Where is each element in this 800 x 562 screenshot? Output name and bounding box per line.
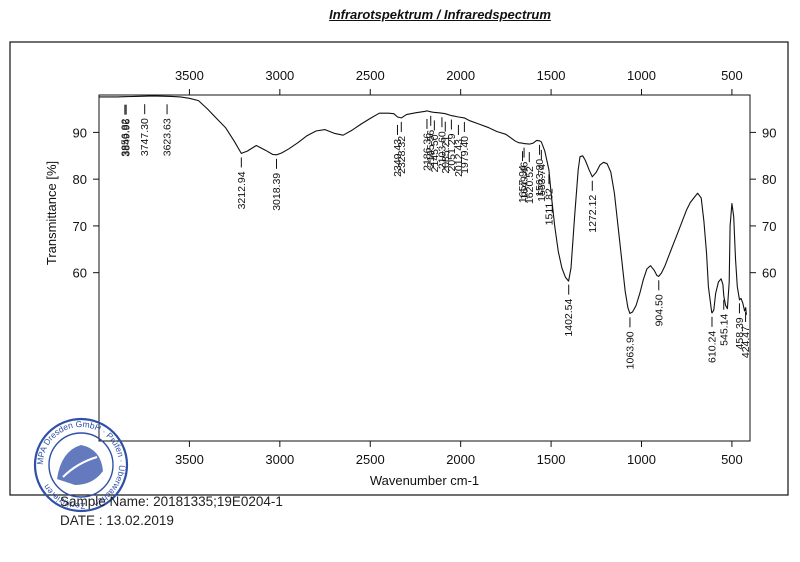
date-label: DATE : bbox=[60, 513, 103, 528]
x-tick-label-bottom: 2500 bbox=[356, 452, 385, 467]
date-line: DATE : 13.02.2019 bbox=[60, 511, 283, 530]
y-axis-title: Transmittance [%] bbox=[44, 161, 59, 265]
sample-name-value: 20181335;19E0204-1 bbox=[153, 494, 283, 509]
certification-stamp: MPA Dresden GmbH · Prüfen · Überwachen ·… bbox=[33, 417, 129, 513]
x-tick-label-top: 3500 bbox=[175, 68, 204, 83]
x-tick-label-bottom: 2000 bbox=[446, 452, 475, 467]
peak-label: 610.24 bbox=[706, 331, 718, 363]
peak-label: 2051.29 bbox=[446, 133, 458, 171]
peak-label: 2165.56 bbox=[425, 130, 437, 168]
sample-name-line: Sample Name: 20181335;19E0204-1 bbox=[60, 492, 283, 511]
y-tick-label-left: 80 bbox=[73, 172, 87, 187]
peak-label: 2328.32 bbox=[396, 136, 408, 174]
y-tick-label-left: 90 bbox=[73, 125, 87, 140]
peak-label: 1402.54 bbox=[563, 298, 575, 336]
peak-label: 1272.12 bbox=[587, 195, 599, 233]
peak-label: 904.50 bbox=[653, 294, 665, 326]
peak-label: 3212.94 bbox=[236, 171, 248, 209]
spectrum-line bbox=[99, 95, 747, 315]
peak-label: 1649.46 bbox=[519, 161, 531, 199]
peak-label: 424.47 bbox=[740, 326, 752, 358]
stamp-outer-ring bbox=[33, 417, 129, 513]
stamp-leaf-vein bbox=[62, 456, 98, 478]
peak-label: 3623.63 bbox=[162, 118, 174, 156]
peak-label: 1511.82 bbox=[543, 188, 555, 225]
sample-info: Sample Name: 20181335;19E0204-1 DATE : 1… bbox=[60, 492, 283, 530]
x-tick-label-bottom: 3000 bbox=[265, 452, 294, 467]
x-tick-label-top: 500 bbox=[721, 68, 743, 83]
peak-label: 1563.80 bbox=[534, 159, 546, 197]
x-axis-title: Wavenumber cm-1 bbox=[370, 473, 479, 488]
page-title: Infrarotspektrum / Infraredspectrum bbox=[329, 7, 551, 22]
x-tick-label-top: 2000 bbox=[446, 68, 475, 83]
peak-label: 2145.50 bbox=[429, 134, 441, 172]
peak-label: 3856.82 bbox=[119, 119, 131, 157]
y-tick-label-right: 70 bbox=[762, 219, 776, 234]
plot-area-box bbox=[98, 94, 751, 442]
peak-label: 2186.36 bbox=[421, 133, 433, 171]
peak-label: 1553.74 bbox=[536, 164, 548, 202]
y-tick-label-left: 70 bbox=[73, 219, 87, 234]
peak-label: 1979.40 bbox=[459, 136, 471, 174]
date-value: 13.02.2019 bbox=[106, 513, 174, 528]
peak-label: 3018.39 bbox=[271, 173, 283, 211]
stamp-inner-ring bbox=[48, 432, 114, 498]
x-tick-label-top: 1500 bbox=[537, 68, 566, 83]
x-tick-label-bottom: 1000 bbox=[627, 452, 656, 467]
x-tick-label-bottom: 1500 bbox=[537, 452, 566, 467]
peak-label: 2085.21 bbox=[440, 136, 452, 174]
peak-label: 1620.52 bbox=[524, 166, 536, 204]
peak-label: 2012.43 bbox=[453, 139, 465, 177]
y-tick-label-left: 60 bbox=[73, 266, 87, 281]
peak-label: 545.14 bbox=[718, 314, 730, 346]
peak-label: 1657.94 bbox=[517, 165, 529, 203]
peak-label: 458.39 bbox=[734, 317, 746, 349]
x-tick-label-bottom: 500 bbox=[721, 452, 743, 467]
peak-label: 3849.96 bbox=[121, 118, 133, 156]
peak-label: 2103.60 bbox=[436, 131, 448, 169]
y-tick-label-right: 60 bbox=[762, 266, 776, 281]
sample-name-label: Sample Name: bbox=[60, 494, 150, 509]
x-tick-label-bottom: 3500 bbox=[175, 452, 204, 467]
peak-label: 2349.43 bbox=[392, 139, 404, 177]
peak-label: 3747.30 bbox=[139, 118, 151, 156]
y-tick-label-right: 80 bbox=[762, 172, 776, 187]
x-tick-label-top: 2500 bbox=[356, 68, 385, 83]
peak-label: 1063.90 bbox=[624, 331, 636, 369]
x-tick-label-top: 3000 bbox=[265, 68, 294, 83]
x-tick-label-top: 1000 bbox=[627, 68, 656, 83]
y-tick-label-right: 90 bbox=[762, 125, 776, 140]
outer-frame bbox=[9, 41, 789, 496]
